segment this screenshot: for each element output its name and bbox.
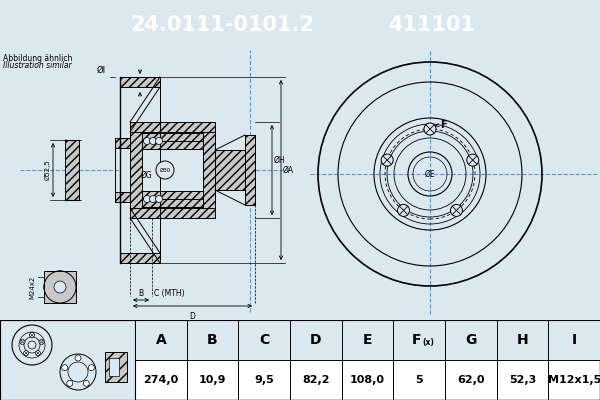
Bar (115, 138, 130, 148)
Text: 108,0: 108,0 (350, 375, 385, 385)
Bar (142, 141, 203, 149)
Circle shape (88, 365, 94, 371)
Text: H: H (517, 333, 529, 347)
Bar (115, 192, 130, 202)
Text: F: F (412, 333, 421, 347)
Text: 411101: 411101 (389, 15, 476, 35)
Circle shape (29, 332, 35, 338)
Circle shape (83, 380, 89, 386)
Circle shape (143, 196, 151, 202)
Bar (245, 135, 255, 205)
Circle shape (149, 138, 157, 144)
Circle shape (467, 154, 479, 166)
Bar (187, 320, 238, 360)
Bar (130, 132, 142, 208)
Text: 10,9: 10,9 (199, 375, 226, 385)
Text: F: F (440, 120, 446, 130)
Text: 52,3: 52,3 (509, 375, 536, 385)
Text: C (MTH): C (MTH) (154, 289, 185, 298)
Text: Ø52,5: Ø52,5 (45, 160, 51, 180)
Bar (215, 150, 245, 190)
Circle shape (23, 350, 29, 356)
Circle shape (156, 161, 174, 179)
Bar (109, 358, 119, 376)
Circle shape (75, 355, 81, 361)
Bar (497, 320, 548, 360)
Text: A: A (155, 333, 166, 347)
Text: D: D (190, 312, 196, 321)
Text: E: E (363, 333, 372, 347)
Bar (142, 199, 203, 207)
Bar (394, 320, 445, 360)
Text: (x): (x) (422, 338, 434, 348)
Text: 82,2: 82,2 (302, 375, 329, 385)
Circle shape (381, 154, 393, 166)
Text: 24.0111-0101.2: 24.0111-0101.2 (130, 15, 314, 35)
Text: Ø30: Ø30 (160, 168, 170, 172)
Circle shape (155, 138, 163, 144)
Circle shape (35, 350, 40, 356)
Text: ØI: ØI (97, 66, 106, 75)
Circle shape (62, 365, 68, 371)
Bar (135, 320, 187, 360)
Bar (120, 77, 160, 87)
Bar (142, 133, 203, 141)
Bar (290, 320, 341, 360)
Text: 274,0: 274,0 (143, 375, 178, 385)
Bar (142, 133, 203, 149)
Circle shape (54, 281, 66, 293)
Text: B: B (139, 289, 143, 298)
Bar (548, 320, 600, 360)
Circle shape (149, 196, 157, 202)
Text: D: D (310, 333, 322, 347)
Text: M24x2: M24x2 (29, 275, 35, 299)
Text: ØG: ØG (141, 170, 153, 180)
Text: ØH: ØH (274, 156, 286, 164)
Circle shape (143, 138, 151, 144)
Text: ØE: ØE (425, 170, 436, 178)
Bar (120, 253, 160, 263)
Circle shape (451, 204, 463, 216)
Bar (142, 191, 203, 207)
Text: G: G (465, 333, 476, 347)
Bar (44, 271, 76, 303)
Bar (238, 320, 290, 360)
Bar (142, 191, 203, 199)
Circle shape (398, 204, 410, 216)
Bar (341, 320, 394, 360)
Text: C: C (259, 333, 269, 347)
Bar (142, 132, 203, 208)
Text: Abbildung ähnlich: Abbildung ähnlich (3, 54, 73, 63)
Circle shape (155, 196, 163, 202)
Text: 62,0: 62,0 (457, 375, 485, 385)
Text: Illustration similar: Illustration similar (3, 61, 71, 70)
Circle shape (67, 380, 73, 386)
Bar (0, 320, 135, 400)
Bar (65, 140, 79, 200)
Text: M12x1,5: M12x1,5 (548, 375, 600, 385)
Text: I: I (572, 333, 577, 347)
Circle shape (20, 340, 25, 344)
Circle shape (39, 340, 44, 344)
Text: ØA: ØA (283, 166, 294, 174)
Bar (203, 132, 215, 208)
Bar (120, 87, 160, 253)
Text: 5: 5 (415, 375, 423, 385)
Bar (130, 208, 215, 218)
Bar (445, 320, 497, 360)
Bar (105, 352, 127, 382)
Text: B: B (207, 333, 218, 347)
Circle shape (424, 123, 436, 135)
Text: 9,5: 9,5 (254, 375, 274, 385)
Bar (130, 122, 215, 132)
